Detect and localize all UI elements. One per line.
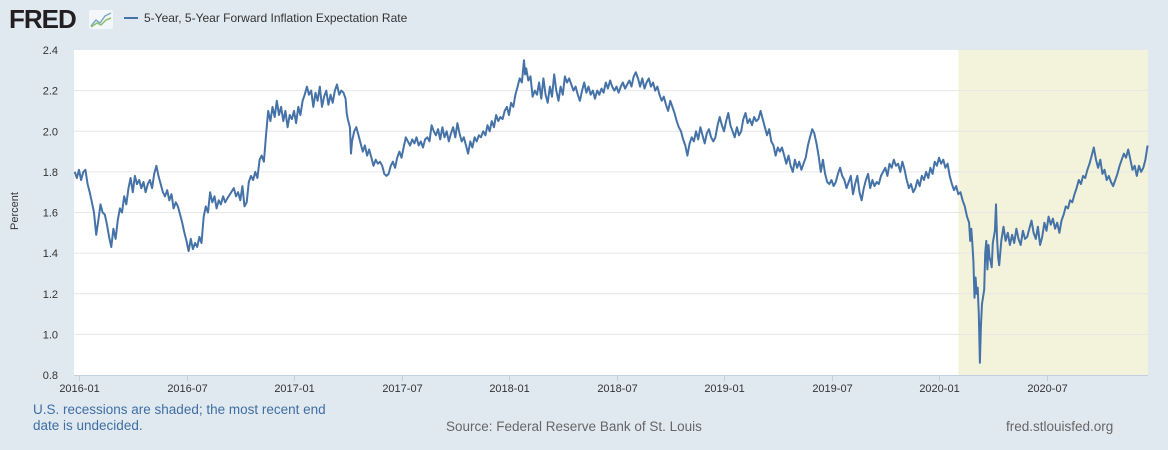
x-tick-label: 2016-01 xyxy=(59,383,99,395)
y-tick-label: 1.4 xyxy=(43,248,58,260)
y-tick-label: 1.6 xyxy=(43,208,58,220)
y-tick-label: 0.8 xyxy=(43,370,58,382)
x-tick-label: 2018-07 xyxy=(597,383,637,395)
y-tick-label: 2.2 xyxy=(43,86,58,98)
legend-swatch xyxy=(124,17,138,19)
fred-logo[interactable]: FRED xyxy=(9,4,77,34)
x-tick-label: 2020-07 xyxy=(1027,383,1067,395)
x-tick-label: 2020-01 xyxy=(919,383,959,395)
x-tick-label: 2017-01 xyxy=(274,383,314,395)
y-tick-label: 2.0 xyxy=(43,126,58,138)
series-line xyxy=(73,59,1149,364)
trend-chart-icon xyxy=(89,10,113,29)
y-tick-label: 1.2 xyxy=(43,289,58,301)
source-text: Source: Federal Reserve Bank of St. Loui… xyxy=(446,419,702,434)
legend-label: 5-Year, 5-Year Forward Inflation Expecta… xyxy=(144,11,408,25)
x-tick-label: 2017-07 xyxy=(382,383,422,395)
x-tick-label: 2019-07 xyxy=(812,383,852,395)
chart-legend[interactable]: 5-Year, 5-Year Forward Inflation Expecta… xyxy=(124,11,407,25)
recession-note: U.S. recessions are shaded; the most rec… xyxy=(33,402,326,433)
site-link[interactable]: fred.stlouisfed.org xyxy=(1006,419,1114,434)
x-tick-label: 2018-01 xyxy=(489,383,529,395)
y-tick-label: 1.0 xyxy=(43,329,58,341)
y-tick-label: 1.8 xyxy=(43,167,58,179)
y-tick-label: 2.4 xyxy=(43,45,58,57)
x-tick-label: 2019-01 xyxy=(704,383,744,395)
x-tick-label: 2016-07 xyxy=(167,383,207,395)
